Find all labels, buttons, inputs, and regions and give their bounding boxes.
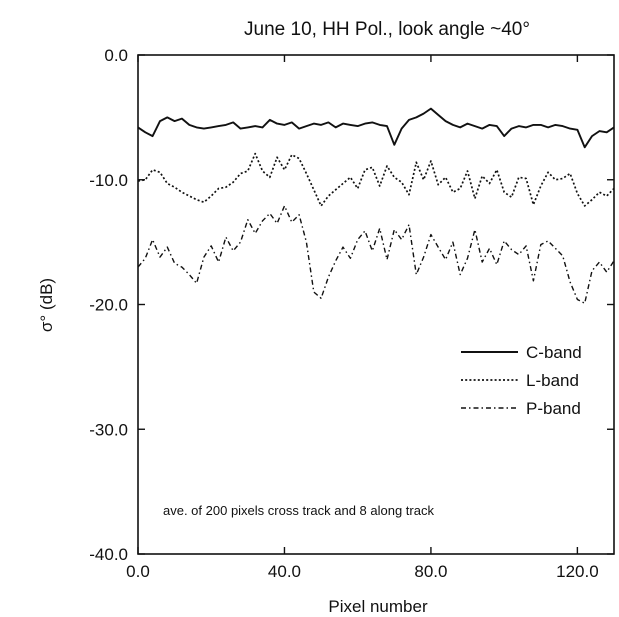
x-tick-label: 40.0	[268, 562, 301, 581]
legend-label: L-band	[526, 371, 579, 390]
y-tick-label: -10.0	[89, 171, 128, 190]
chart-title: June 10, HH Pol., look angle ~40°	[244, 19, 530, 40]
x-axis-label: Pixel number	[328, 597, 428, 616]
c-band-series-line	[137, 107, 615, 149]
y-tick-label: -20.0	[89, 296, 128, 315]
x-tick-label: 120.0	[556, 562, 599, 581]
y-tick-label: -30.0	[89, 420, 128, 439]
legend-label: C-band	[526, 343, 582, 362]
plot-frame	[137, 54, 615, 555]
y-axis-label: σ° (dB)	[37, 278, 56, 332]
p-band-series-line	[137, 205, 615, 304]
x-tick-label: 80.0	[414, 562, 447, 581]
annotation-text: ave. of 200 pixels cross track and 8 alo…	[163, 503, 434, 518]
y-tick-label: 0.0	[104, 46, 128, 65]
l-band-series-line	[137, 152, 615, 207]
x-tick-label: 0.0	[126, 562, 150, 581]
y-tick-label: -40.0	[89, 545, 128, 564]
legend-label: P-band	[526, 399, 581, 418]
